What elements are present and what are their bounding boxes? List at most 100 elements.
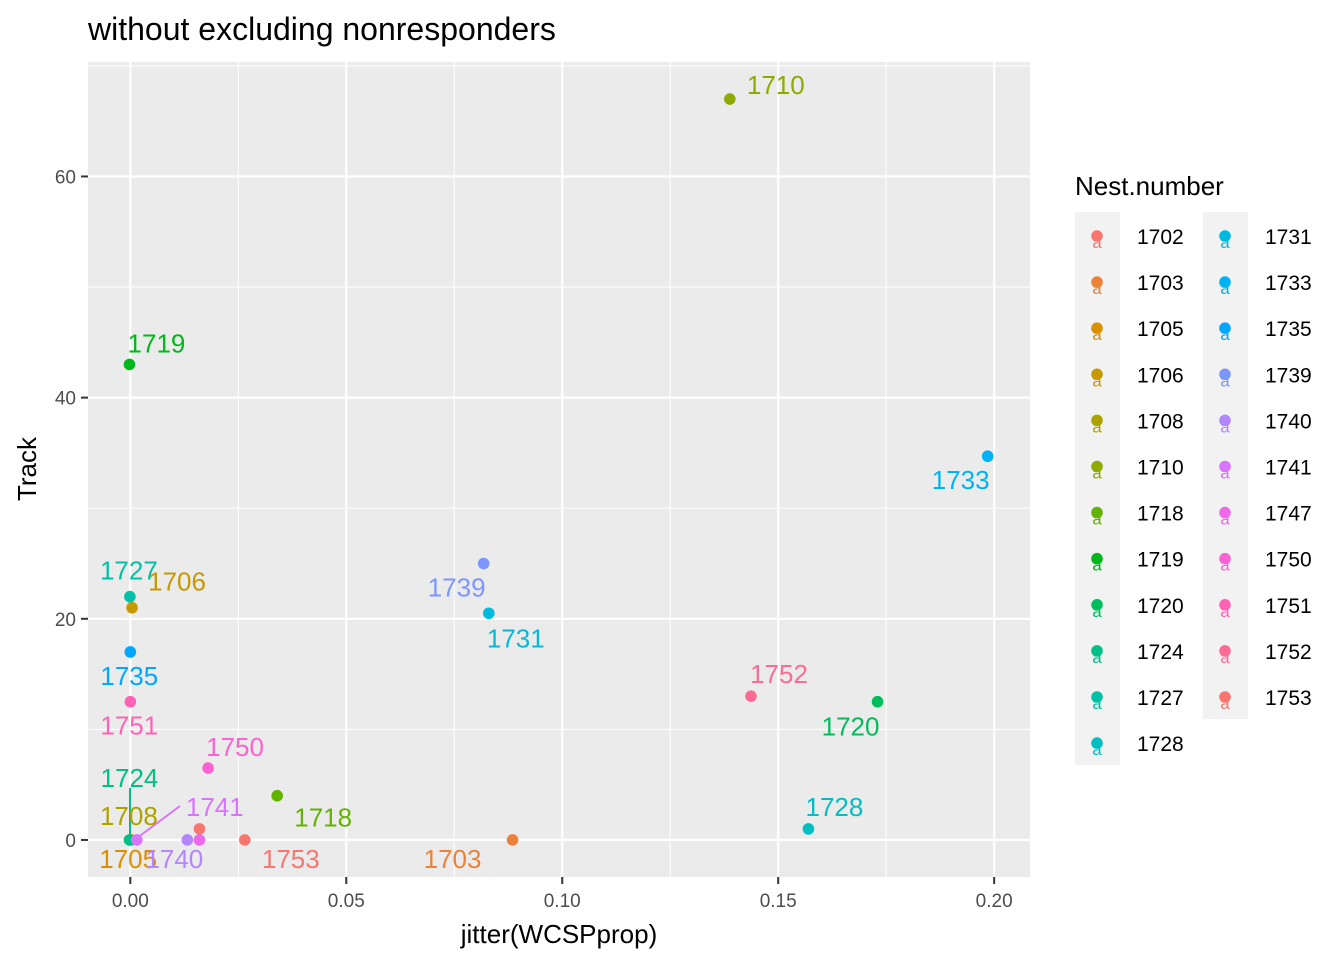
legend-label-1710: 1710 xyxy=(1137,457,1184,480)
point-label-1718: 1718 xyxy=(294,803,352,833)
legend-label-1751: 1751 xyxy=(1265,595,1312,618)
x-tick-label: 0.20 xyxy=(976,891,1013,912)
legend-key-glyph-1733: a xyxy=(1220,279,1230,298)
legend-label-1728: 1728 xyxy=(1137,733,1184,756)
legend-label-1718: 1718 xyxy=(1137,503,1184,526)
point-label-1753: 1753 xyxy=(262,844,320,874)
legend-key-background xyxy=(1075,212,1120,766)
point-label-1705: 1705 xyxy=(99,844,157,874)
legend: Nest.number a 1702 a 1703 a 1705 a 1706 a 1708 a 17… xyxy=(1075,171,1312,766)
legend-key-1724 xyxy=(1091,645,1103,657)
legend-key-1702 xyxy=(1091,230,1103,242)
legend-key-glyph-1751: a xyxy=(1220,602,1230,621)
legend-key-1705 xyxy=(1091,322,1103,335)
x-axis-label: jitter(WCSPprop) xyxy=(460,919,657,949)
point-1731 xyxy=(483,607,495,620)
point-1735 xyxy=(124,646,137,658)
legend-key-glyph-1702: a xyxy=(1092,233,1102,252)
point-label-1719: 1719 xyxy=(128,328,186,358)
point-1740 xyxy=(181,834,194,846)
point-1702 xyxy=(193,823,206,835)
point-label-1740: 1740 xyxy=(145,844,203,874)
legend-title: Nest.number xyxy=(1075,171,1224,201)
label-connectors xyxy=(129,788,181,840)
point-1703 xyxy=(506,834,519,846)
legend-label-1750: 1750 xyxy=(1265,549,1312,572)
legend-key-1710 xyxy=(1091,460,1103,473)
data-labels: 1703 1705 1706 1708 1710 1718 1719 1720 1724 1727… xyxy=(99,70,989,874)
point-1710 xyxy=(724,93,736,105)
legend-label-1703: 1703 xyxy=(1137,272,1184,295)
legend-key-1703 xyxy=(1091,276,1103,288)
point-label-1710: 1710 xyxy=(747,70,805,100)
point-label-1750: 1750 xyxy=(206,732,264,762)
point-label-1741: 1741 xyxy=(186,792,244,822)
point-1739 xyxy=(477,557,490,570)
legend-key-1753 xyxy=(1219,691,1231,703)
legend-key-glyph-1728: a xyxy=(1092,740,1102,759)
x-tick-label: 0.15 xyxy=(760,891,797,912)
legend-label-1731: 1731 xyxy=(1265,226,1312,249)
point-1727 xyxy=(124,590,136,603)
legend-key-glyph-1735: a xyxy=(1220,325,1230,344)
legend-key-1741 xyxy=(1219,460,1231,473)
y-tick-label: 20 xyxy=(55,610,76,631)
point-1741 xyxy=(131,834,143,846)
point-label-1708: 1708 xyxy=(100,801,158,831)
point-1718 xyxy=(271,789,283,802)
legend-key-glyph-1752: a xyxy=(1220,648,1230,667)
legend-key-glyph-1718: a xyxy=(1092,510,1102,529)
point-1733 xyxy=(981,450,994,463)
legend-label-1747: 1747 xyxy=(1265,503,1312,526)
legend-label-1741: 1741 xyxy=(1265,457,1312,480)
point-label-1733: 1733 xyxy=(932,465,990,495)
legend-label-1719: 1719 xyxy=(1137,549,1184,572)
legend-label-1720: 1720 xyxy=(1137,595,1184,618)
legend-key-glyph-1740: a xyxy=(1220,417,1230,436)
legend-key-glyph-1724: a xyxy=(1092,648,1102,667)
y-tick-label: 0 xyxy=(65,831,76,852)
axes: 0.00 0.05 0.10 0.15 0.20 0 20 40 60 xyxy=(55,167,1013,912)
y-tick-label: 60 xyxy=(55,167,76,188)
legend-key-1718 xyxy=(1091,506,1103,519)
point-label-1706: 1706 xyxy=(148,567,206,597)
legend-key-glyph-1710: a xyxy=(1092,464,1102,483)
point-label-1752: 1752 xyxy=(750,659,808,689)
legend-key-glyph-1703: a xyxy=(1092,279,1102,298)
legend-key-1719 xyxy=(1091,552,1103,565)
x-tick-label: 0.10 xyxy=(544,891,581,912)
data-points xyxy=(123,93,994,846)
point-label-1728: 1728 xyxy=(806,792,864,822)
point-1751 xyxy=(124,695,137,708)
point-1753 xyxy=(238,834,251,846)
point-1752 xyxy=(745,690,757,702)
legend-key-1708 xyxy=(1091,414,1103,427)
label-connector-1741 xyxy=(136,805,181,839)
legend-key-1731 xyxy=(1219,230,1231,242)
legend-key-glyph-1731: a xyxy=(1220,233,1230,252)
legend-label-1706: 1706 xyxy=(1137,364,1184,387)
legend-label-1733: 1733 xyxy=(1265,272,1312,295)
legend-key-glyph-1747: a xyxy=(1220,510,1230,529)
legend-key-glyph-1708: a xyxy=(1092,417,1102,436)
point-label-1727: 1727 xyxy=(100,556,158,586)
legend-key-glyph-1741: a xyxy=(1220,464,1230,483)
legend-key-1727 xyxy=(1091,691,1103,703)
legend-label-1735: 1735 xyxy=(1265,318,1312,341)
legend-label-1740: 1740 xyxy=(1265,410,1312,433)
point-1750 xyxy=(202,762,214,774)
x-tick-label: 0.00 xyxy=(112,891,149,912)
point-1747 xyxy=(193,834,206,846)
legend-key-1752 xyxy=(1219,645,1231,657)
major-gridlines xyxy=(88,62,1030,877)
legend-key-glyph-1706: a xyxy=(1092,371,1102,390)
legend-label-1739: 1739 xyxy=(1265,364,1312,387)
point-label-1720: 1720 xyxy=(822,712,880,742)
legend-label-1727: 1727 xyxy=(1137,687,1184,710)
legend-key-1740 xyxy=(1219,414,1231,427)
x-tick-label: 0.05 xyxy=(328,891,365,912)
legend-label-1708: 1708 xyxy=(1137,410,1184,433)
y-axis-label: Track xyxy=(12,436,42,501)
legend-label-1724: 1724 xyxy=(1137,641,1184,664)
